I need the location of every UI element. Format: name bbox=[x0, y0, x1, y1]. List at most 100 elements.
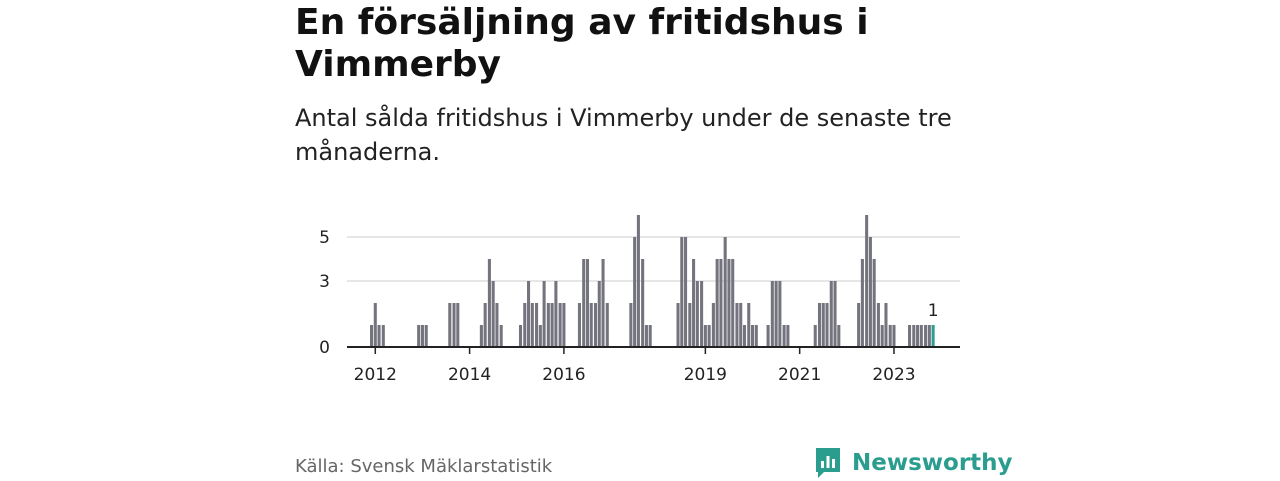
bar bbox=[868, 237, 872, 347]
bar bbox=[676, 303, 680, 347]
bar bbox=[735, 303, 739, 347]
bar bbox=[692, 259, 696, 347]
bar bbox=[688, 303, 692, 347]
bar bbox=[550, 303, 554, 347]
bar bbox=[700, 281, 704, 347]
bar bbox=[747, 303, 751, 347]
bar bbox=[684, 237, 688, 347]
bar bbox=[601, 259, 605, 347]
bar bbox=[927, 325, 931, 347]
bar bbox=[919, 325, 923, 347]
bar bbox=[908, 325, 912, 347]
bar bbox=[417, 325, 421, 347]
bar bbox=[558, 303, 562, 347]
bar bbox=[770, 281, 774, 347]
bar bbox=[483, 303, 487, 347]
bar bbox=[680, 237, 684, 347]
bar bbox=[546, 303, 550, 347]
bar bbox=[892, 325, 896, 347]
bar bbox=[813, 325, 817, 347]
bar bbox=[924, 325, 928, 347]
bar bbox=[833, 281, 837, 347]
bar bbox=[577, 303, 582, 347]
bar bbox=[589, 303, 593, 347]
bar bbox=[817, 303, 822, 347]
bar bbox=[448, 303, 452, 347]
bar bbox=[373, 303, 377, 347]
bar bbox=[381, 325, 385, 347]
bar bbox=[424, 325, 428, 347]
bar bbox=[636, 215, 640, 347]
chart-title: En försäljning av fritidshus i Vimmerby bbox=[295, 2, 869, 85]
bar bbox=[916, 325, 920, 347]
bar bbox=[742, 325, 747, 347]
bar bbox=[641, 259, 645, 347]
source-note: Källa: Svensk Mäklarstatistik bbox=[295, 456, 553, 477]
x-tick-label-2023: 2023 bbox=[872, 365, 915, 385]
bar bbox=[876, 303, 880, 347]
bar bbox=[766, 325, 770, 347]
bar bbox=[821, 303, 825, 347]
bar bbox=[535, 303, 539, 347]
bar bbox=[872, 259, 876, 347]
x-tick-label-2014: 2014 bbox=[448, 365, 491, 385]
bar bbox=[703, 325, 707, 347]
bars bbox=[369, 215, 935, 347]
bar bbox=[825, 303, 829, 347]
bar bbox=[719, 259, 723, 347]
bar bbox=[542, 281, 546, 347]
highlight-bar bbox=[931, 325, 935, 347]
bar bbox=[487, 259, 491, 347]
bar bbox=[452, 303, 456, 347]
bar bbox=[495, 303, 499, 347]
bar bbox=[865, 215, 869, 347]
bar bbox=[727, 259, 731, 347]
bar bbox=[888, 325, 892, 347]
bar bbox=[750, 325, 755, 347]
gridlines bbox=[347, 236, 960, 282]
bar bbox=[731, 259, 735, 347]
bar bbox=[837, 325, 841, 347]
bar bbox=[538, 325, 542, 347]
x-tick-label-2012: 2012 bbox=[354, 365, 397, 385]
bar bbox=[582, 259, 586, 347]
x-axis-ticks: 2012 2014 2016 2019 2021 2023 bbox=[354, 347, 916, 385]
bar bbox=[774, 281, 778, 347]
highlight-value-label: 1 bbox=[928, 301, 939, 321]
brand-name: Newsworthy bbox=[852, 450, 1013, 476]
bar bbox=[585, 259, 590, 347]
bar bbox=[562, 303, 566, 347]
bar bbox=[786, 325, 790, 347]
brand-logo[interactable]: Newsworthy bbox=[814, 445, 1013, 481]
bar bbox=[912, 325, 916, 347]
bar bbox=[456, 303, 460, 347]
bar bbox=[527, 281, 531, 347]
newsworthy-logo-icon bbox=[816, 448, 840, 478]
annotations: 1 bbox=[928, 301, 939, 321]
bar bbox=[518, 325, 523, 347]
x-tick-label-2021: 2021 bbox=[778, 365, 821, 385]
bar bbox=[593, 303, 598, 347]
bar bbox=[499, 325, 503, 347]
bar bbox=[880, 325, 884, 347]
bar bbox=[629, 303, 633, 347]
bar bbox=[605, 303, 609, 347]
bar bbox=[420, 325, 424, 347]
bar bbox=[715, 259, 719, 347]
bar bbox=[377, 325, 381, 347]
bar bbox=[829, 281, 833, 347]
bar bbox=[707, 325, 711, 347]
chart-subtitle: Antal sålda fritidshus i Vimmerby under … bbox=[295, 104, 952, 166]
bar bbox=[860, 259, 864, 347]
bar-chart: 0 3 5 2012 2014 2016 2019 2021 2023 1 bbox=[319, 215, 960, 385]
x-tick-label-2016: 2016 bbox=[542, 365, 585, 385]
x-tick-label-2019: 2019 bbox=[684, 365, 727, 385]
y-tick-label-0: 0 bbox=[319, 338, 330, 358]
bar bbox=[530, 303, 534, 347]
bar bbox=[633, 237, 637, 347]
bar bbox=[597, 281, 601, 347]
bar bbox=[369, 325, 374, 347]
bar bbox=[857, 303, 861, 347]
bar bbox=[648, 325, 652, 347]
bar bbox=[479, 325, 483, 347]
